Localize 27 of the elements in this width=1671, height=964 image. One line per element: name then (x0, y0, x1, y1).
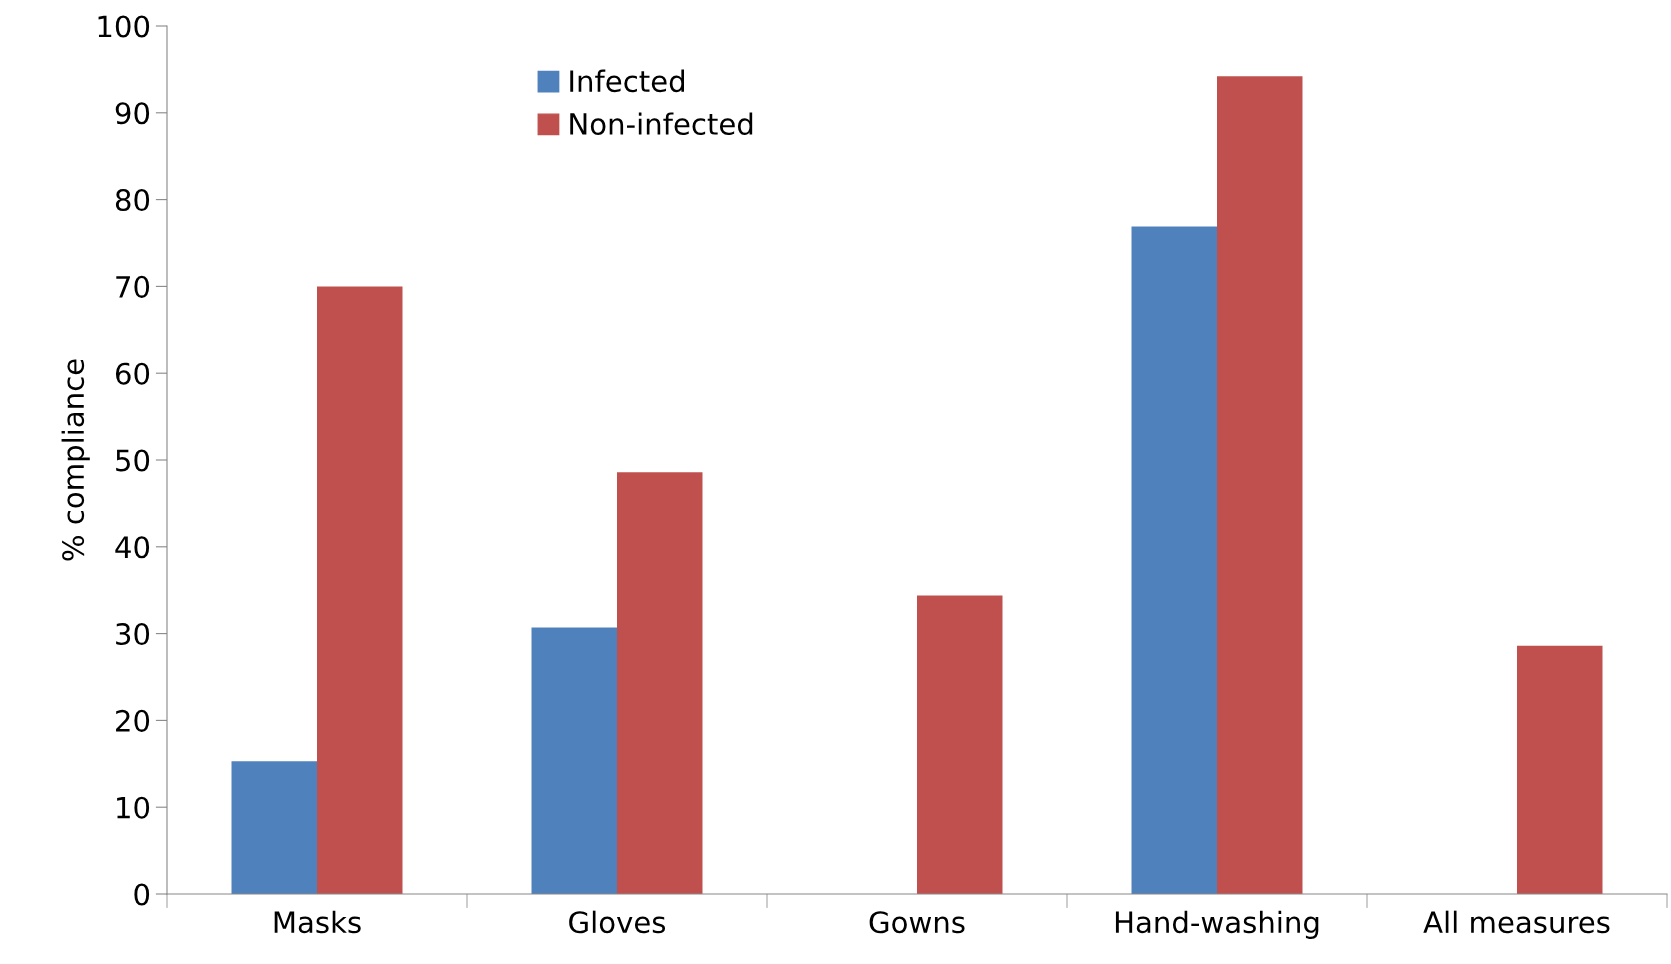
y-tick-label: 50 (116, 449, 150, 472)
bar (231, 761, 317, 894)
y-tick-label: 10 (117, 796, 150, 819)
x-tick-label: Hand-washing (1115, 910, 1319, 939)
bar (917, 595, 1003, 894)
y-tick-label: 100 (98, 15, 150, 38)
bar (317, 286, 403, 894)
y-tick-label: 30 (116, 623, 150, 646)
legend-label: Infected (570, 69, 684, 93)
bar (1517, 645, 1603, 894)
x-tick-label: Gowns (869, 911, 965, 934)
y-tick-label: 80 (115, 189, 150, 212)
legend-label: Non-infected (570, 112, 753, 135)
y-tick-label: 40 (115, 536, 150, 559)
y-axis-title: % compliance (61, 359, 90, 561)
bar (531, 627, 617, 894)
bar (1131, 226, 1217, 894)
y-tick-label: 0 (134, 883, 150, 906)
x-tick-label: Masks (274, 910, 361, 934)
bar (617, 472, 703, 894)
x-tick-label: All measures (1423, 910, 1610, 934)
x-tick-label: Gloves (569, 910, 666, 934)
y-tick-label: 90 (115, 102, 150, 125)
y-tick-label: 20 (116, 709, 150, 732)
y-tick-label: 60 (115, 362, 150, 385)
bar (1217, 76, 1303, 894)
y-tick-label: 70 (116, 275, 150, 298)
